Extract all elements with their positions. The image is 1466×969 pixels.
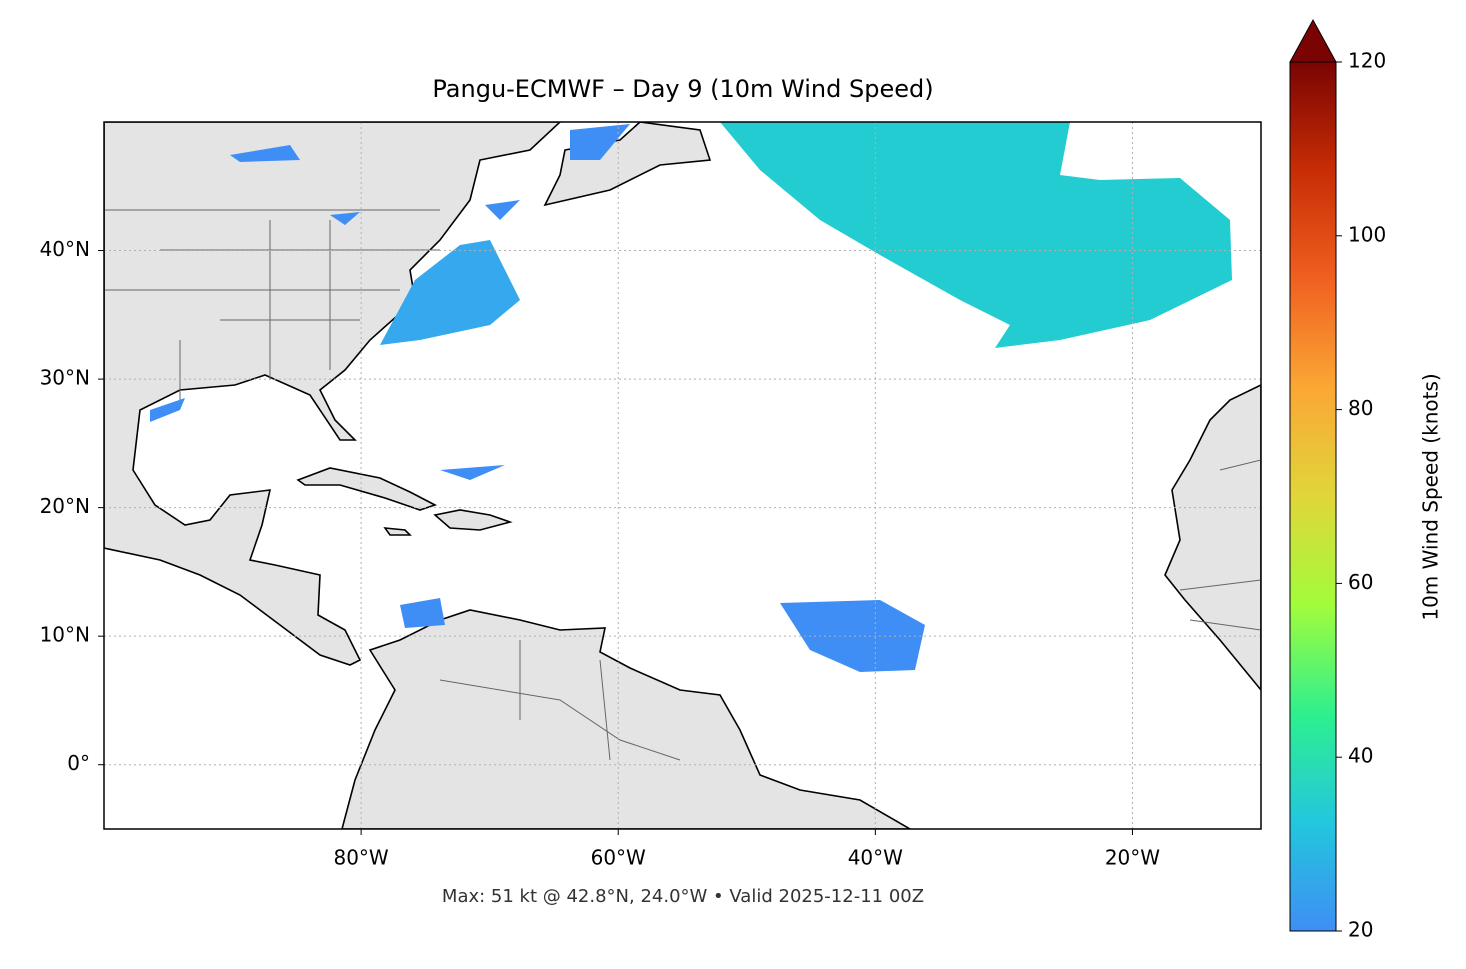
map-frame	[103, 121, 1262, 830]
colorbar-tick-label: 80	[1348, 396, 1373, 420]
colorbar-tick-label: 40	[1348, 744, 1373, 768]
wind-field	[720, 122, 1232, 348]
colorbar-tick-label: 20	[1348, 918, 1373, 942]
jamaica	[383, 527, 412, 536]
wind-field	[150, 124, 630, 480]
y-tick-label: 40°N	[40, 237, 90, 261]
x-tick-label: 20°W	[1105, 846, 1160, 870]
colorbar	[1289, 61, 1337, 932]
y-tick-label: 0°	[67, 751, 90, 775]
x-tick-label: 80°W	[333, 846, 388, 870]
colorbar-extension	[1289, 18, 1337, 63]
y-tick-label: 20°N	[40, 494, 90, 518]
wind-field	[400, 598, 445, 628]
wind-field	[780, 600, 925, 672]
hispaniola	[433, 509, 513, 531]
map	[104, 122, 1261, 829]
south-america	[341, 609, 912, 829]
cuba	[296, 467, 438, 511]
africa	[1164, 384, 1261, 692]
annotation: Max: 51 kt @ 42.8°N, 24.0°W • Valid 2025…	[442, 886, 924, 907]
borders	[104, 209, 1261, 761]
y-tick-label: 10°N	[40, 623, 90, 647]
colorbar-label: 10m Wind Speed (knots)	[1419, 373, 1443, 620]
x-tick-label: 60°W	[591, 846, 646, 870]
newfoundland	[543, 122, 712, 207]
colorbar-tick-label: 100	[1348, 222, 1386, 246]
x-tick-label: 40°W	[848, 846, 903, 870]
colorbar-tick-label: 120	[1348, 49, 1386, 73]
colorbar-tick-label: 60	[1348, 570, 1373, 594]
y-tick-label: 30°N	[40, 366, 90, 390]
title: Pangu-ECMWF – Day 9 (10m Wind Speed)	[432, 75, 933, 103]
wind-field	[380, 240, 520, 345]
